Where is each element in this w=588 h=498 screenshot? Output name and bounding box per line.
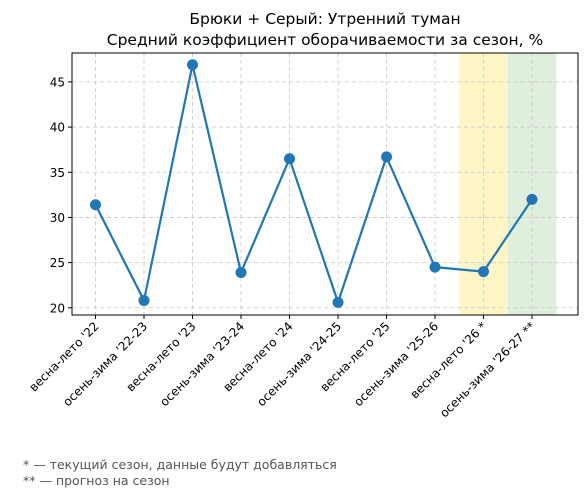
highlight-band-1	[507, 53, 557, 315]
data-point-9	[526, 193, 538, 205]
series-line-0	[94, 63, 533, 304]
y-tick-label-4: 40	[50, 121, 65, 135]
chart-subtitle: Средний коэффициент оборачиваемости за с…	[107, 31, 543, 49]
footnote-current-season: * — текущий сезон, данные будут добавлят…	[23, 457, 337, 472]
data-point-5	[332, 296, 344, 308]
y-tick-label-2: 30	[50, 211, 65, 225]
data-point-8	[478, 266, 489, 278]
x-tick-label-9: осень-зима '26-27 **	[437, 319, 538, 420]
x-tick-label-3: осень-зима '23-24	[157, 319, 247, 409]
x-tick-label-5: осень-зима '24-25	[254, 319, 344, 409]
x-tick-label-7: осень-зима '25-26	[351, 319, 441, 409]
y-tick-label-5: 45	[50, 75, 65, 89]
y-tick-label-1: 25	[50, 256, 65, 270]
data-point-2	[187, 59, 198, 71]
data-point-6	[381, 151, 392, 163]
data-point-4	[284, 153, 295, 165]
y-tick-label-3: 35	[50, 166, 65, 180]
chart-title: Брюки + Серый: Утренний туман	[189, 10, 460, 28]
data-point-3	[235, 267, 247, 279]
plot-frame	[71, 52, 579, 316]
footnote-forecast: ** — прогноз на сезон	[23, 473, 170, 488]
x-tick-label-1: осень-зима '22-23	[60, 319, 150, 409]
data-point-1	[138, 295, 150, 307]
data-point-0	[90, 199, 101, 211]
y-axis: 20 25 30 35 40 45	[50, 75, 72, 315]
highlight-bands	[459, 53, 557, 315]
data-point-7	[429, 261, 441, 273]
series-layer	[90, 59, 538, 308]
y-tick-label-0: 20	[50, 301, 65, 315]
